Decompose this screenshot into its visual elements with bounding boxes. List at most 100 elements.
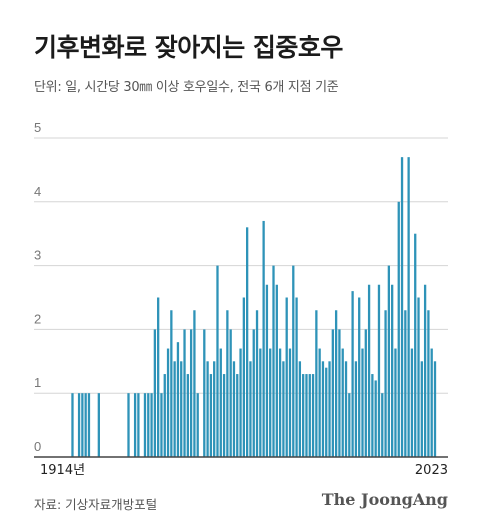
bar [298,361,302,457]
bar [157,297,160,457]
bar [351,291,354,457]
bar [269,348,272,457]
bar [325,367,328,457]
bar [328,361,331,457]
chart-title: 기후변화로 잦아지는 집중호우 [34,33,343,62]
bar [206,361,209,457]
y-tick-labels: 0 1 2 3 4 5 [34,120,41,454]
bar [216,265,219,457]
bar [423,284,427,457]
bar [315,310,318,457]
bar [302,374,305,457]
bar [255,310,259,457]
bar [226,310,229,457]
bar [262,220,265,457]
bar [166,348,170,457]
bar [387,265,391,457]
bar [321,361,325,457]
bar [341,348,344,457]
bar [420,361,423,457]
bar [87,393,91,457]
bar [137,393,140,457]
bar [404,310,407,457]
bar [84,393,87,457]
bar [371,374,374,457]
bar [305,374,308,457]
bar [213,361,216,457]
bars [71,157,437,457]
bar [180,361,183,457]
bar [391,284,394,457]
bar [183,329,186,457]
bar [381,393,384,457]
y-tick-label: 2 [34,311,41,326]
bar [285,297,288,457]
bar [203,329,206,457]
bar [272,265,275,457]
bar [414,233,417,457]
bar [275,284,278,457]
bar [377,284,381,457]
bar [186,374,189,457]
bar [77,393,81,457]
bar [265,284,269,457]
bar [361,348,364,457]
bar [239,348,242,457]
bar [433,361,437,457]
bar [242,297,245,457]
bar [288,348,292,457]
bar [219,348,222,457]
bar [229,329,232,457]
bar [189,329,193,457]
bar [236,374,239,457]
bar [407,157,410,457]
bar [143,393,147,457]
bar [173,361,176,457]
bar [364,329,367,457]
source-note: 자료: 기상자료개방포털 [34,497,158,512]
x-tick-label: 1914년 [40,463,85,478]
bar [331,329,334,457]
bar [193,310,196,457]
bar [292,265,295,457]
y-tick-label: 0 [34,439,41,454]
bar [71,393,74,457]
y-tick-label: 1 [34,375,41,390]
bar [259,348,262,457]
bar [358,297,361,457]
chart-subtitle: 단위: 일, 시간당 30㎜ 이상 호우일수, 전국 6개 지점 기준 [34,80,339,95]
x-tick-label: 2023 [415,463,448,478]
bar [344,361,348,457]
bar [97,393,100,457]
bar [318,348,321,457]
bar [246,227,249,457]
bar [367,284,371,457]
bar [295,297,298,457]
bar [394,348,397,457]
bar [196,393,199,457]
bar [209,374,213,457]
bar [160,393,163,457]
bar [81,393,84,457]
bar [147,393,150,457]
bar [232,361,236,457]
bar [153,329,157,457]
brand-logo: The JoongAng [321,490,448,509]
bar [252,329,255,457]
bar [410,348,414,457]
bar [397,201,400,457]
bar [348,393,351,457]
bar [278,348,282,457]
bar [354,361,358,457]
bar [249,361,252,457]
y-tick-label: 4 [34,184,41,199]
bar [384,310,387,457]
y-tick-label: 5 [34,120,41,135]
bar [374,380,377,457]
bar [222,374,226,457]
bar [150,393,153,457]
bar [176,342,180,457]
bar [127,393,130,457]
bar [400,157,404,457]
